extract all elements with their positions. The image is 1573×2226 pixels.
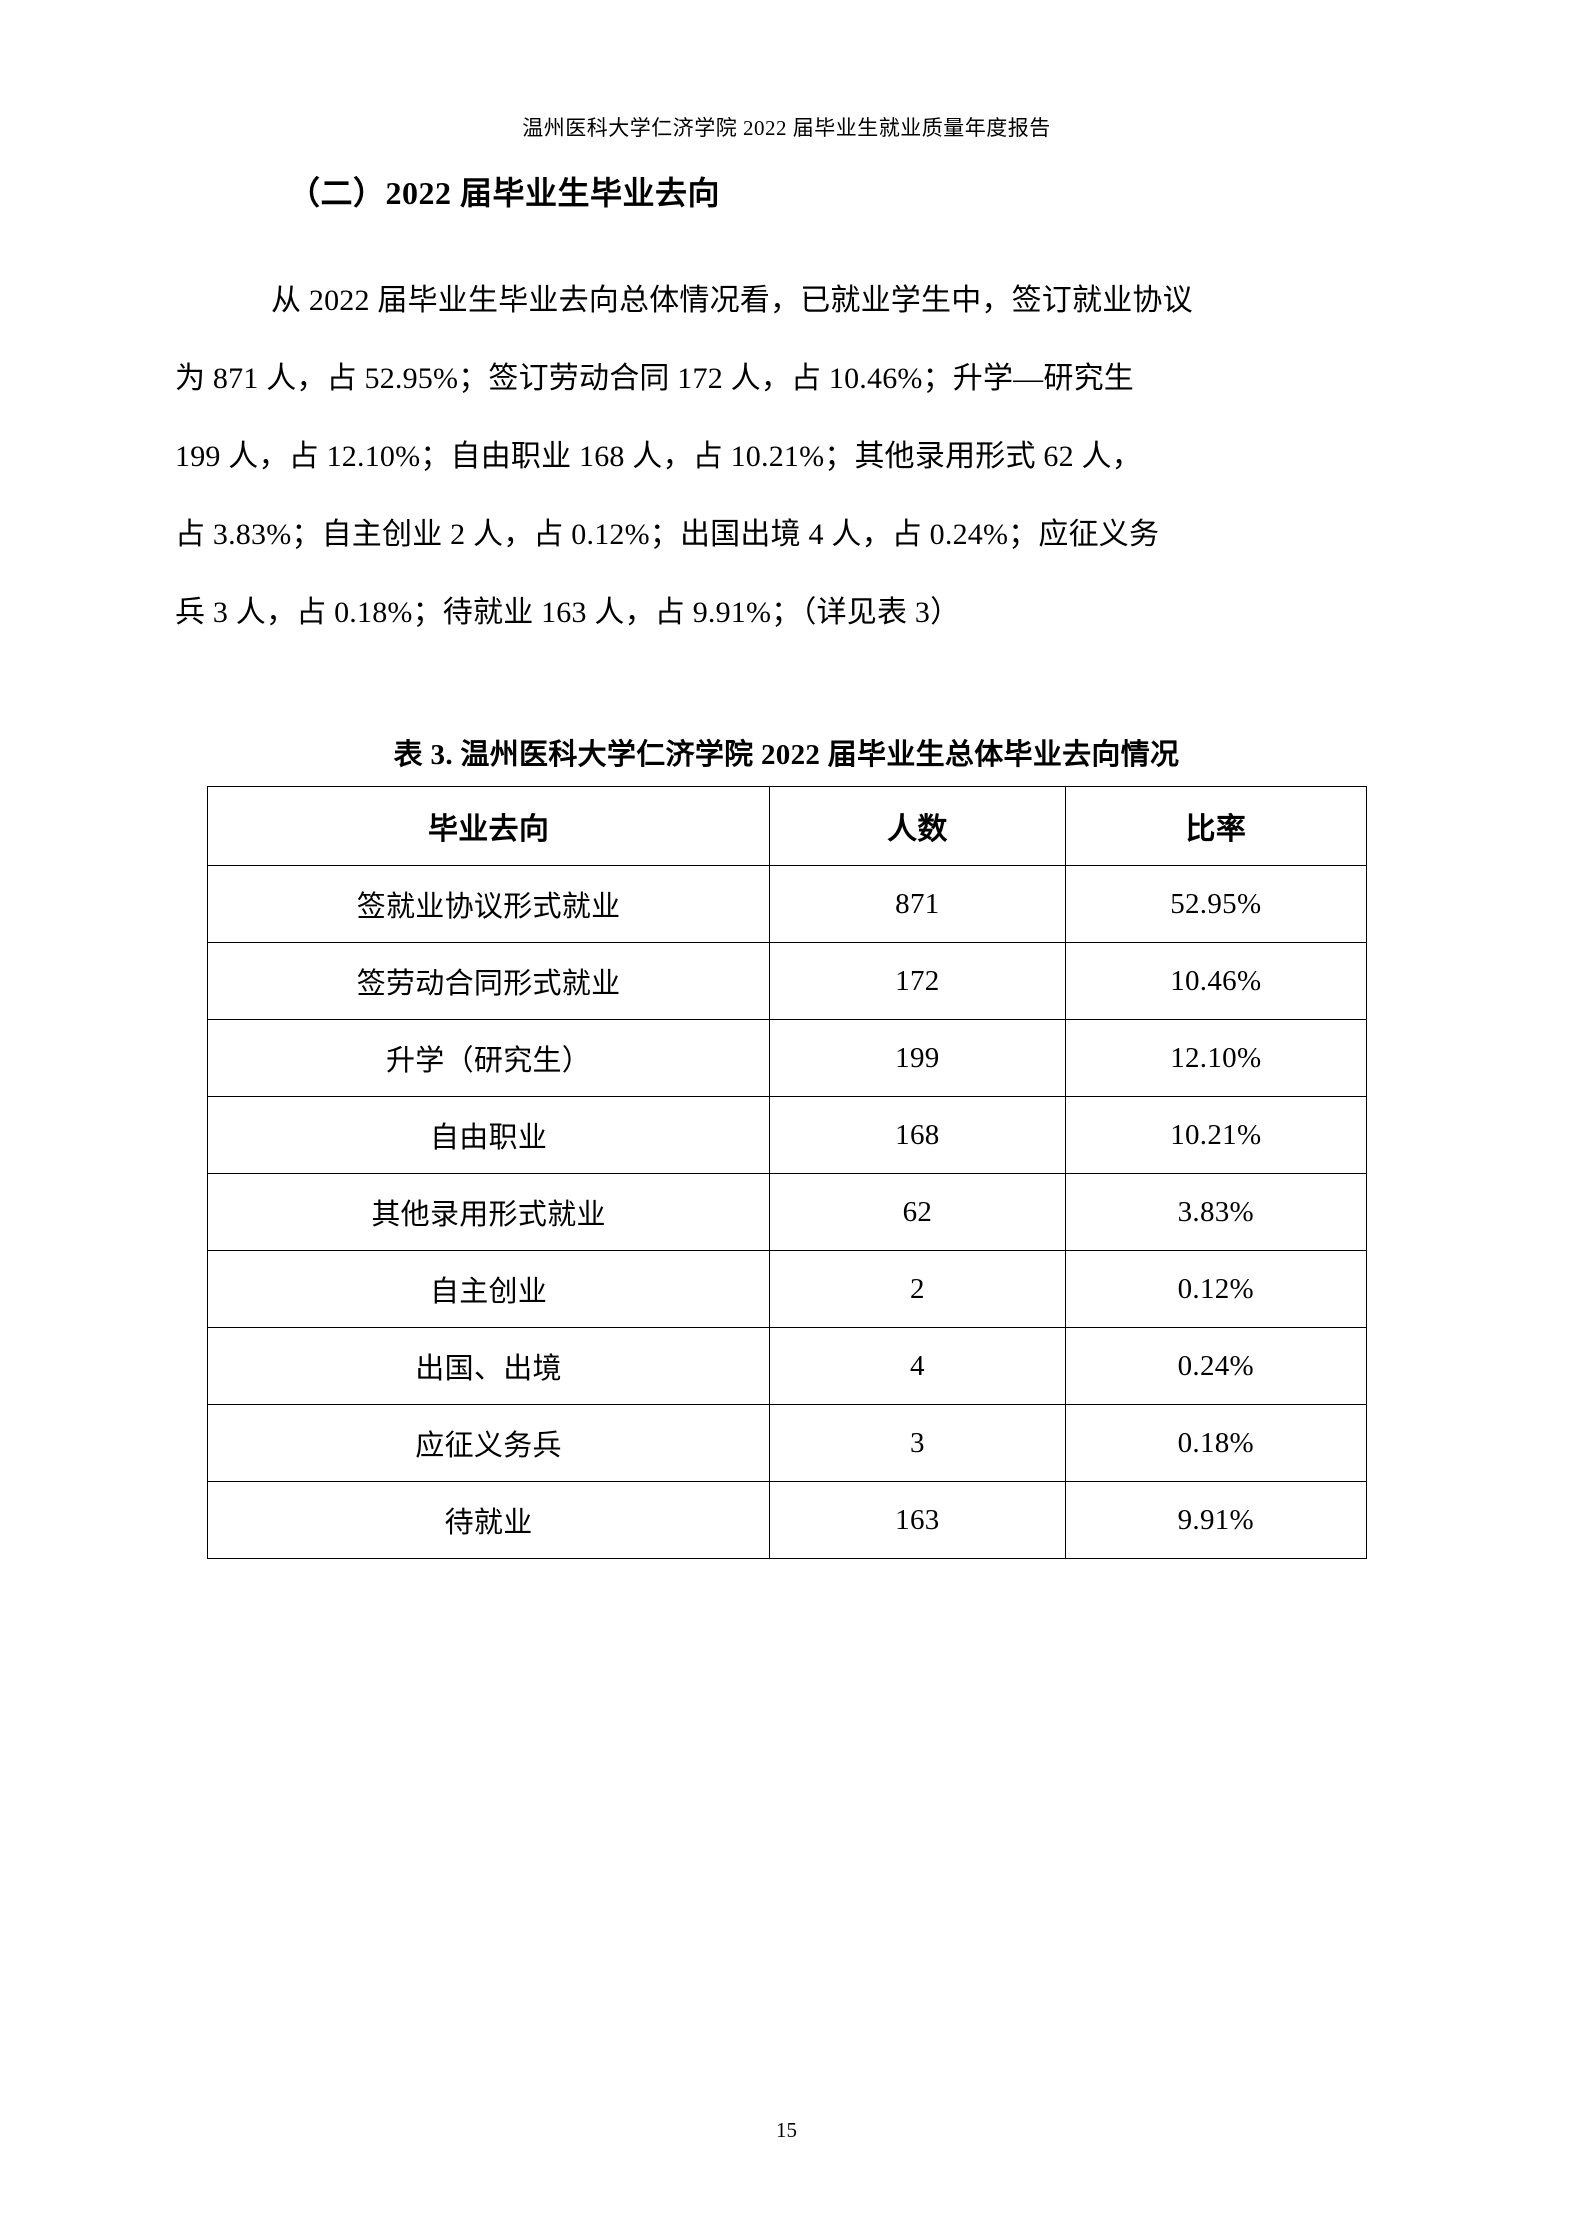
column-header-destination: 毕业去向	[206, 786, 771, 866]
table-row: 出国、出境 4 0.24%	[206, 1327, 1368, 1405]
cell-count: 2	[769, 1250, 1066, 1328]
column-header-count: 人数	[769, 786, 1066, 866]
graduate-destination-table: 毕业去向 人数 比率 签就业协议形式就业 871 52.95% 签劳动合同形式就…	[206, 786, 1368, 1559]
cell-ratio: 12.10%	[1064, 1019, 1368, 1097]
section-heading: （二）2022 届毕业生毕业去向	[288, 175, 721, 211]
table-row: 签就业协议形式就业 871 52.95%	[206, 865, 1368, 943]
cell-count: 172	[769, 942, 1066, 1020]
cell-count: 163	[769, 1481, 1066, 1559]
cell-destination: 其他录用形式就业	[206, 1173, 771, 1251]
paragraph-line: 从 2022 届毕业生毕业去向总体情况看，已就业学生中，签订就业协议	[271, 284, 1193, 317]
running-header: 温州医科大学仁济学院 2022 届毕业生就业质量年度报告	[522, 116, 1051, 140]
table-row: 自由职业 168 10.21%	[206, 1096, 1368, 1174]
table-caption: 表 3. 温州医科大学仁济学院 2022 届毕业生总体毕业去向情况	[393, 739, 1180, 771]
cell-destination: 自由职业	[206, 1096, 771, 1174]
cell-count: 199	[769, 1019, 1066, 1097]
table-row: 待就业 163 9.91%	[206, 1481, 1368, 1559]
cell-count: 168	[769, 1096, 1066, 1174]
paragraph-line: 199 人，占 12.10%；自由职业 168 人，占 10.21%；其他录用形…	[175, 440, 1142, 473]
cell-count: 62	[769, 1173, 1066, 1251]
cell-destination: 出国、出境	[206, 1327, 771, 1405]
cell-count: 3	[769, 1404, 1066, 1482]
cell-destination: 签就业协议形式就业	[206, 865, 771, 943]
cell-ratio: 10.46%	[1064, 942, 1368, 1020]
cell-ratio: 0.24%	[1064, 1327, 1368, 1405]
paragraph-line: 为 871 人，占 52.95%；签订劳动合同 172 人，占 10.46%；升…	[175, 362, 1134, 395]
table-row: 应征义务兵 3 0.18%	[206, 1404, 1368, 1482]
page-number: 15	[776, 2118, 797, 2142]
table-row: 签劳动合同形式就业 172 10.46%	[206, 942, 1368, 1020]
cell-ratio: 52.95%	[1064, 865, 1368, 943]
cell-ratio: 0.18%	[1064, 1404, 1368, 1482]
cell-count: 4	[769, 1327, 1066, 1405]
body-paragraph: 从 2022 届毕业生毕业去向总体情况看，已就业学生中，签订就业协议 为 871…	[175, 262, 1400, 652]
cell-ratio: 10.21%	[1064, 1096, 1368, 1174]
cell-destination: 升学（研究生）	[206, 1019, 771, 1097]
table-header-row: 毕业去向 人数 比率	[206, 786, 1368, 866]
paragraph-line: 兵 3 人，占 0.18%；待就业 163 人，占 9.91%；（详见表 3）	[175, 596, 961, 629]
cell-destination: 应征义务兵	[206, 1404, 771, 1482]
cell-destination: 签劳动合同形式就业	[206, 942, 771, 1020]
table-row: 升学（研究生） 199 12.10%	[206, 1019, 1368, 1097]
column-header-ratio: 比率	[1064, 786, 1368, 866]
cell-ratio: 0.12%	[1064, 1250, 1368, 1328]
table-row: 其他录用形式就业 62 3.83%	[206, 1173, 1368, 1251]
cell-destination: 待就业	[206, 1481, 771, 1559]
cell-ratio: 9.91%	[1064, 1481, 1368, 1559]
cell-ratio: 3.83%	[1064, 1173, 1368, 1251]
cell-destination: 自主创业	[206, 1250, 771, 1328]
cell-count: 871	[769, 865, 1066, 943]
paragraph-line: 占 3.83%；自主创业 2 人，占 0.12%；出国出境 4 人，占 0.24…	[175, 518, 1160, 551]
table-row: 自主创业 2 0.12%	[206, 1250, 1368, 1328]
